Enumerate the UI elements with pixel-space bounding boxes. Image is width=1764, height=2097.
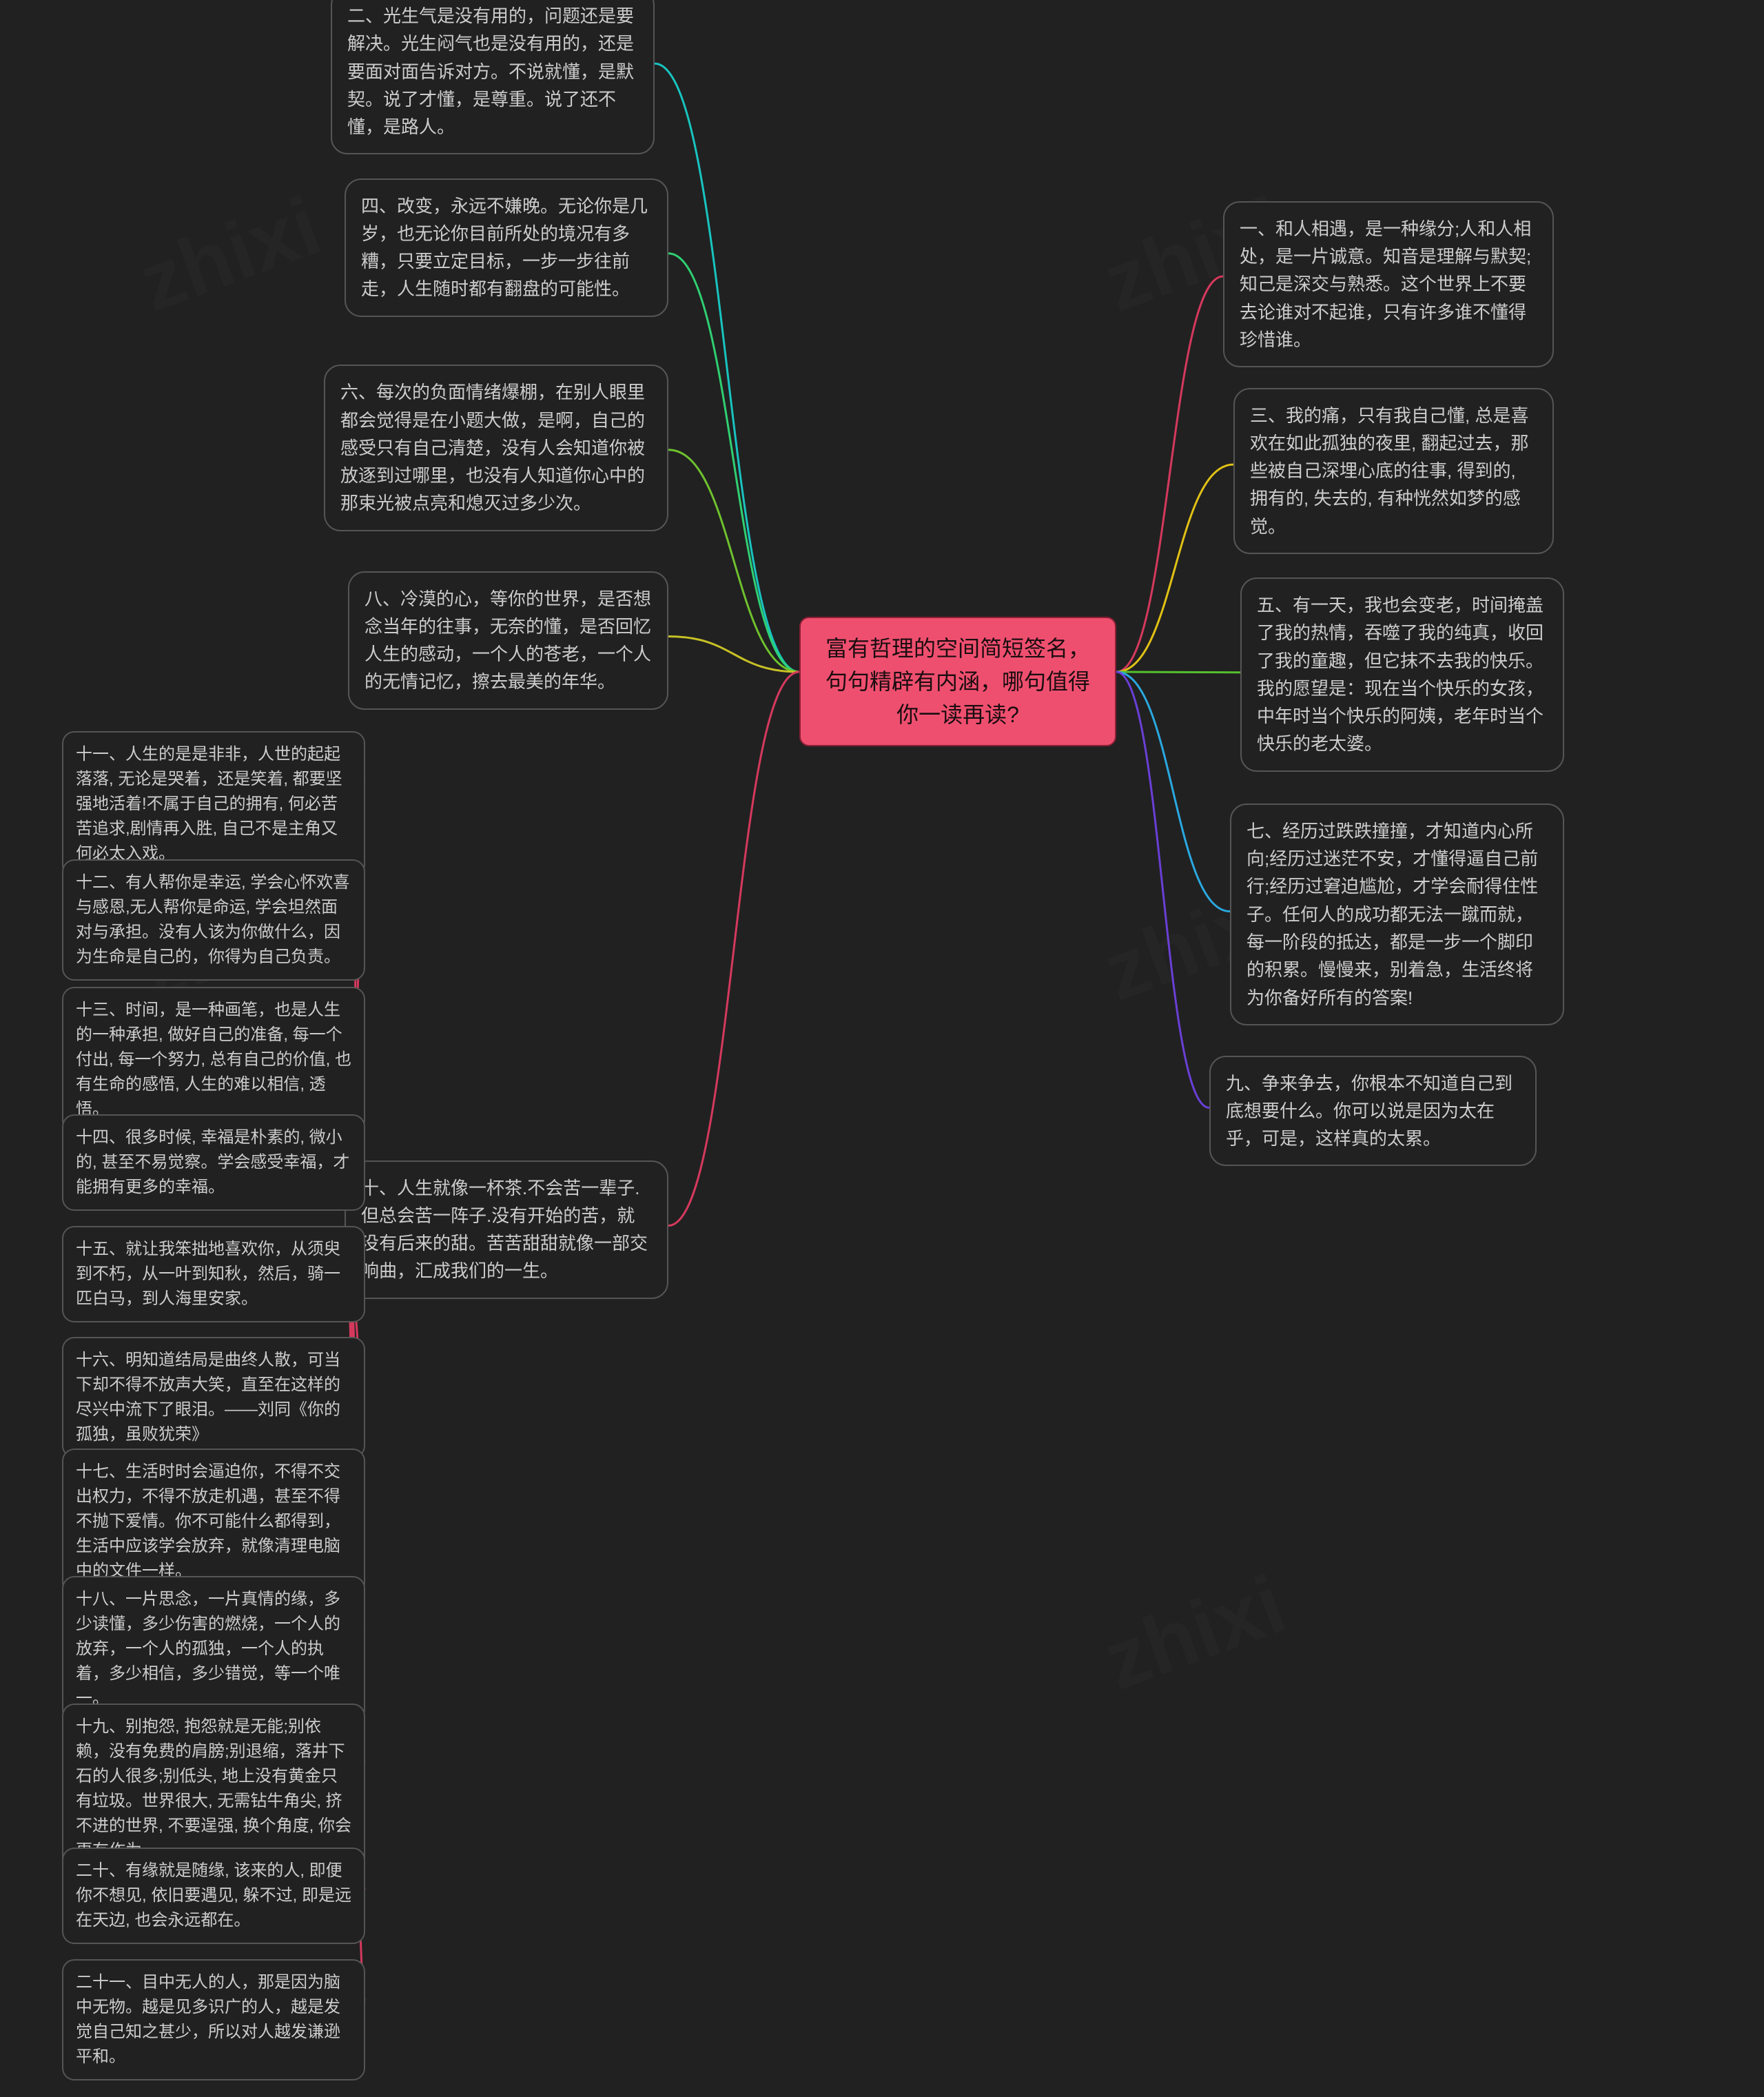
mindmap-node[interactable]: 十七、生活时时会逼迫你，不得不交出权力，不得不放走机遇，甚至不得不抛下爱情。你不… <box>62 1449 365 1595</box>
mindmap-node[interactable]: 八、冷漠的心，等你的世界，是否想念当年的往事，无奈的懂，是否回忆人生的感动，一个… <box>348 571 668 710</box>
mindmap-node[interactable]: 十六、明知道结局是曲终人散，可当下却不得不放声大笑，直至在这样的尽兴中流下了眼泪… <box>62 1337 365 1458</box>
mindmap-node[interactable]: 十五、就让我笨拙地喜欢你，从须臾到不朽，从一叶到知秋，然后，骑一匹白马，到人海里… <box>62 1226 365 1322</box>
mindmap-node[interactable]: 三、我的痛，只有我自己懂, 总是喜欢在如此孤独的夜里, 翻起过去，那些被自己深埋… <box>1233 388 1554 554</box>
mindmap-node[interactable]: 二十一、目中无人的人，那是因为脑中无物。越是见多识广的人，越是发觉自己知之甚少，… <box>62 1959 365 2080</box>
mindmap-node[interactable]: 十三、时间，是一种画笔，也是人生的一种承担, 做好自己的准备, 每一个付出, 每… <box>62 987 365 1133</box>
mindmap-node[interactable]: 十四、很多时候, 幸福是朴素的, 微小的, 甚至不易觉察。学会感受幸福，才能拥有… <box>62 1114 365 1211</box>
mindmap-node[interactable]: 二十、有缘就是随缘, 该来的人, 即便你不想见, 依旧要遇见, 躲不过, 即是远… <box>62 1848 365 1944</box>
mindmap-node[interactable]: 十一、人生的是是非非，人世的起起落落, 无论是哭着，还是笑着, 都要坚强地活着!… <box>62 731 365 877</box>
mindmap-node[interactable]: 二、光生气是没有用的，问题还是要解决。光生闷气也是没有用的，还是要面对面告诉对方… <box>331 0 655 154</box>
mindmap-node[interactable]: 一、和人相遇，是一种缘分;人和人相处，是一片诚意。知音是理解与默契;知己是深交与… <box>1223 201 1554 367</box>
mindmap-canvas: zhixizhixizhixizhixizhixizhixi富有哲理的空间简短签… <box>0 0 1764 2097</box>
watermark: zhixi <box>127 178 332 331</box>
mindmap-node[interactable]: 七、经历过跌跌撞撞，才知道内心所向;经历过迷茫不安，才懂得逼自己前行;经历过窘迫… <box>1230 804 1564 1025</box>
mindmap-node[interactable]: 六、每次的负面情绪爆棚，在别人眼里都会觉得是在小题大做，是啊，自己的感受只有自己… <box>324 365 668 531</box>
root-node[interactable]: 富有哲理的空间简短签名，句句精辟有内涵，哪句值得你一读再读? <box>799 617 1116 746</box>
watermark: zhixi <box>1091 1557 1297 1709</box>
mindmap-node[interactable]: 四、改变，永远不嫌晚。无论你是几岁，也无论你目前所处的境况有多糟，只要立定目标，… <box>345 178 668 317</box>
mindmap-node[interactable]: 五、有一天，我也会变老，时间掩盖了我的热情，吞噬了我的纯真，收回了我的童趣，但它… <box>1240 577 1564 772</box>
mindmap-node[interactable]: 九、争来争去，你根本不知道自己到底想要什么。你可以说是因为太在乎，可是，这样真的… <box>1209 1056 1537 1167</box>
mindmap-node[interactable]: 十、人生就像一杯茶.不会苦一辈子.但总会苦一阵子.没有开始的苦，就没有后来的甜。… <box>345 1160 668 1299</box>
mindmap-node[interactable]: 十八、一片思念，一片真情的缘，多少读懂，多少伤害的燃烧，一个人的放弃，一个人的孤… <box>62 1576 365 1722</box>
mindmap-node[interactable]: 十二、有人帮你是幸运, 学会心怀欢喜与感恩,无人帮你是命运, 学会坦然面对与承担… <box>62 859 365 981</box>
